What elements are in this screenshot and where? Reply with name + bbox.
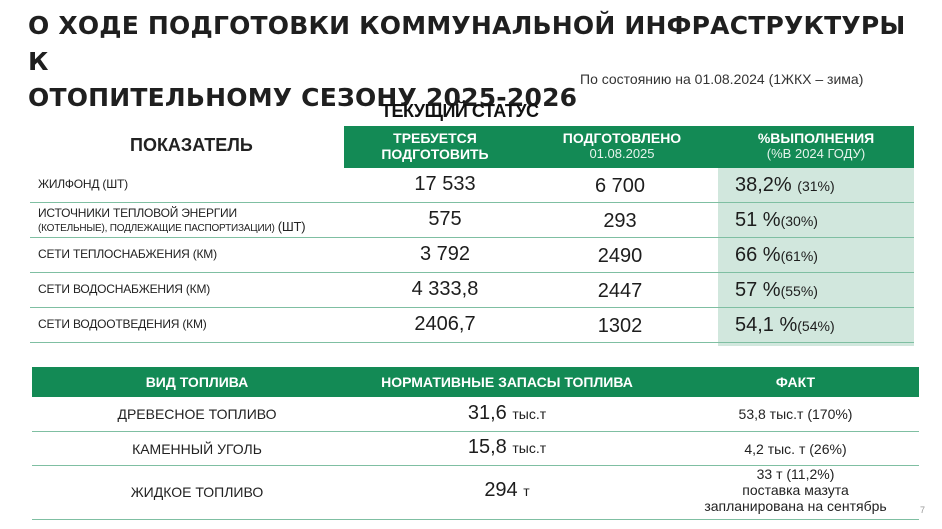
percent-value: 57 %(55%) (735, 279, 818, 302)
fuel-type: ЖИДКОЕ ТОПЛИВО (130, 484, 264, 500)
fuel-norm: 294 т (362, 479, 652, 502)
percent-current: 38,2% (735, 174, 792, 196)
row-label: СЕТИ ТЕПЛОСНАБЖЕНИЯ (КМ) (38, 247, 217, 261)
fuel-type: КАМЕННЫЙ УГОЛЬ (132, 441, 262, 457)
fuel-row: КАМЕННЫЙ УГОЛЬ 15,8 тыс.т 4,2 тыс. т (26… (32, 432, 919, 466)
percent-current: 66 % (735, 244, 781, 266)
prepared-value: 293 (603, 210, 637, 232)
percent-value: 54,1 %(54%) (735, 314, 835, 337)
page-number: 7 (920, 505, 926, 515)
percent-column-background (718, 168, 914, 346)
fuel-norm-value: 31,6 (467, 402, 507, 424)
fuel-norm: 31,6 тыс.т (362, 402, 652, 425)
table-row: СЕТИ ВОДООТВЕДЕНИЯ (КМ) 2406,7 1302 54,1… (30, 308, 914, 343)
fuel-fact-line1: 33 т (11,2%) (756, 466, 835, 482)
percent-value: 51 %(30%) (735, 209, 818, 232)
row-label: ЖИЛФОНД (ШТ) (38, 177, 128, 191)
indicator-header: ПОКАЗАТЕЛЬ (130, 135, 253, 155)
fuel-norm-value: 15,8 (467, 436, 507, 458)
row-label: СЕТИ ВОДООТВЕДЕНИЯ (КМ) (38, 317, 207, 331)
col-percent-line2: (%В 2024 ГОДУ) (766, 146, 866, 161)
col-required-header: ТРЕБУЕТСЯ ПОДГОТОВИТЬ (344, 126, 526, 168)
col-required-line2: ПОДГОТОВИТЬ (381, 146, 489, 162)
col-percent-line1: %ВЫПОЛНЕНИЯ (757, 130, 875, 146)
col-fuel-type: ВИД ТОПЛИВА (145, 374, 249, 390)
fuel-fact: 33 т (11,2%) поставка мазута запланирова… (672, 466, 919, 514)
fuel-fact-line3: запланирована на сентябрь (704, 498, 887, 514)
percent-previous: (30%) (780, 213, 818, 229)
fuel-fact-line2: поставка мазута (742, 482, 849, 498)
as-of-date: По состоянию на 01.08.2024 (1ЖКХ – зима) (580, 71, 864, 87)
percent-value: 38,2% (31%) (735, 174, 835, 197)
page-title-line1: О ХОДЕ ПОДГОТОВКИ КОММУНАЛЬНОЙ ИНФРАСТРУ… (28, 11, 906, 76)
fuel-table-header: ВИД ТОПЛИВА НОРМАТИВНЫЕ ЗАПАСЫ ТОПЛИВА Ф… (32, 367, 919, 397)
percent-current: 51 % (735, 209, 781, 231)
percent-previous: (55%) (780, 283, 818, 299)
percent-previous: (54%) (797, 318, 835, 334)
fuel-norm-unit: тыс.т (512, 406, 547, 422)
fuel-row: ДРЕВЕСНОЕ ТОПЛИВО 31,6 тыс.т 53,8 тыс.т … (32, 397, 919, 432)
row-label: ИСТОЧНИКИ ТЕПЛОВОЙ ЭНЕРГИИ (КОТЕЛЬНЫЕ), … (38, 206, 306, 236)
page-title-line2: ОТОПИТЕЛЬНОМУ СЕЗОНУ 2025-2026 (28, 83, 578, 112)
percent-current: 54,1 % (735, 314, 798, 336)
fuel-type: ДРЕВЕСНОЕ ТОПЛИВО (117, 406, 277, 422)
required-value: 17 533 (414, 173, 476, 195)
percent-current: 57 % (735, 279, 781, 301)
percent-previous: (61%) (780, 248, 818, 264)
fuel-row: ЖИДКОЕ ТОПЛИВО 294 т 33 т (11,2%) постав… (32, 466, 919, 520)
required-value: 2406,7 (414, 313, 476, 335)
required-value: 4 333,8 (411, 278, 479, 300)
col-fuel-fact: ФАКТ (775, 374, 816, 390)
row-label: СЕТИ ВОДОСНАБЖЕНИЯ (КМ) (38, 282, 211, 296)
percent-previous: (31%) (797, 178, 835, 194)
fuel-norm-unit: т (523, 483, 530, 499)
fuel-norm-unit: тыс.т (512, 440, 547, 456)
row-label-line2: (КОТЕЛЬНЫЕ), ПОДЛЕЖАЩИЕ ПАСПОРТИЗАЦИИ) (38, 223, 275, 234)
page-title: О ХОДЕ ПОДГОТОВКИ КОММУНАЛЬНОЙ ИНФРАСТРУ… (28, 8, 908, 116)
prepared-value: 1302 (597, 315, 643, 337)
fuel-fact: 4,2 тыс. т (26%) (744, 441, 847, 457)
row-label-unit: (ШТ) (277, 219, 306, 234)
fuel-fact: 53,8 тыс.т (170%) (738, 406, 853, 422)
status-caption: ТЕКУЩИЙ СТАТУС (381, 101, 539, 121)
fuel-norm-value: 294 (484, 479, 518, 501)
prepared-value: 2447 (597, 280, 643, 302)
fuel-norm: 15,8 тыс.т (362, 436, 652, 459)
required-value: 3 792 (419, 243, 471, 265)
col-required-line1: ТРЕБУЕТСЯ (393, 130, 477, 146)
col-prepared-header: ПОДГОТОВЛЕНО 01.08.2025 (526, 126, 718, 168)
col-fuel-norm: НОРМАТИВНЫЕ ЗАПАСЫ ТОПЛИВА (381, 374, 633, 390)
prepared-value: 6 700 (594, 175, 646, 197)
col-prepared-line2: 01.08.2025 (589, 146, 655, 161)
col-percent-header: %ВЫПОЛНЕНИЯ (%В 2024 ГОДУ) (718, 126, 914, 168)
percent-value: 66 %(61%) (735, 244, 818, 267)
table-row: ЖИЛФОНД (ШТ) 17 533 6 700 38,2% (31%) (30, 168, 914, 203)
table-row: СЕТИ ТЕПЛОСНАБЖЕНИЯ (КМ) 3 792 2490 66 %… (30, 238, 914, 273)
table-row: ИСТОЧНИКИ ТЕПЛОВОЙ ЭНЕРГИИ (КОТЕЛЬНЫЕ), … (30, 203, 914, 238)
col-prepared-line1: ПОДГОТОВЛЕНО (562, 130, 682, 146)
required-value: 575 (428, 208, 462, 230)
prepared-value: 2490 (597, 245, 643, 267)
row-label-line1: ИСТОЧНИКИ ТЕПЛОВОЙ ЭНЕРГИИ (38, 206, 237, 220)
table-row: СЕТИ ВОДОСНАБЖЕНИЯ (КМ) 4 333,8 2447 57 … (30, 273, 914, 308)
